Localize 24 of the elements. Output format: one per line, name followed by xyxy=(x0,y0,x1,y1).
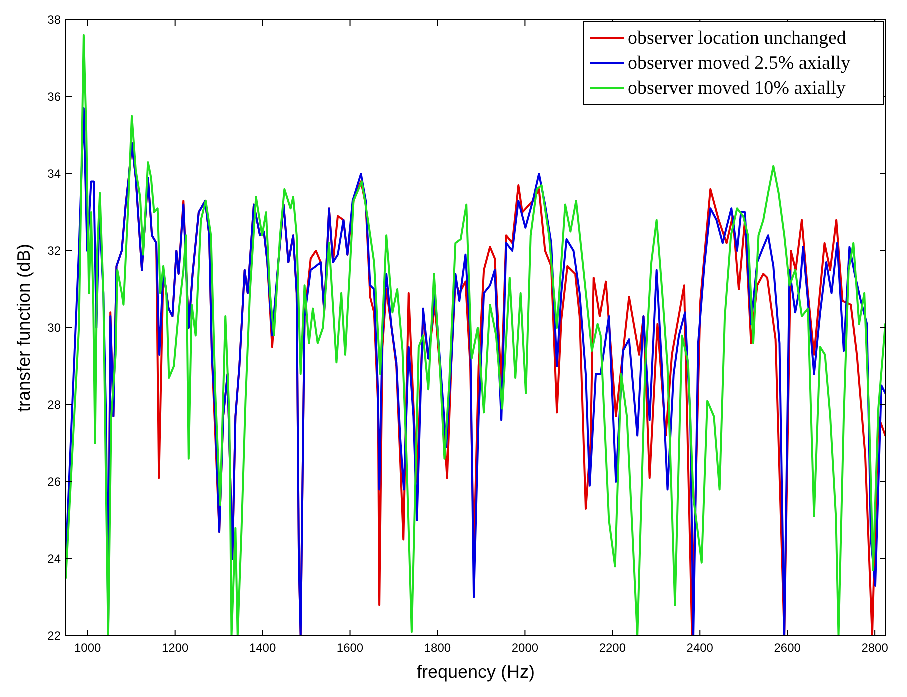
y-tick-label: 28 xyxy=(48,398,62,412)
legend-label: observer moved 2.5% axially xyxy=(628,53,852,74)
y-tick-label: 24 xyxy=(48,552,62,566)
y-tick-label: 26 xyxy=(48,475,62,489)
y-tick-label: 22 xyxy=(48,629,62,643)
y-tick-label: 30 xyxy=(48,321,62,335)
x-tick-label: 1200 xyxy=(162,641,190,655)
x-tick-label: 2000 xyxy=(512,641,539,655)
y-tick-label: 32 xyxy=(48,244,62,258)
x-tick-label: 2200 xyxy=(599,641,626,655)
y-tick-label: 36 xyxy=(48,90,62,104)
x-axis-title: frequency (Hz) xyxy=(416,662,536,682)
x-tick-label: 1800 xyxy=(424,641,452,655)
x-tick-label: 1400 xyxy=(249,641,276,655)
y-axis-title: transfer function (dB) xyxy=(14,244,34,412)
x-tick-label: 1000 xyxy=(74,641,102,655)
y-tick-label: 34 xyxy=(48,167,62,181)
x-tick-label: 1600 xyxy=(336,641,364,655)
x-tick-label: 2600 xyxy=(774,641,802,655)
y-tick-label: 38 xyxy=(48,13,62,27)
x-tick-label: 2400 xyxy=(686,641,714,655)
x-tick-label: 2800 xyxy=(862,641,889,655)
legend-label: observer location unchanged xyxy=(628,28,847,49)
legend-label: observer moved 10% axially xyxy=(628,78,846,99)
